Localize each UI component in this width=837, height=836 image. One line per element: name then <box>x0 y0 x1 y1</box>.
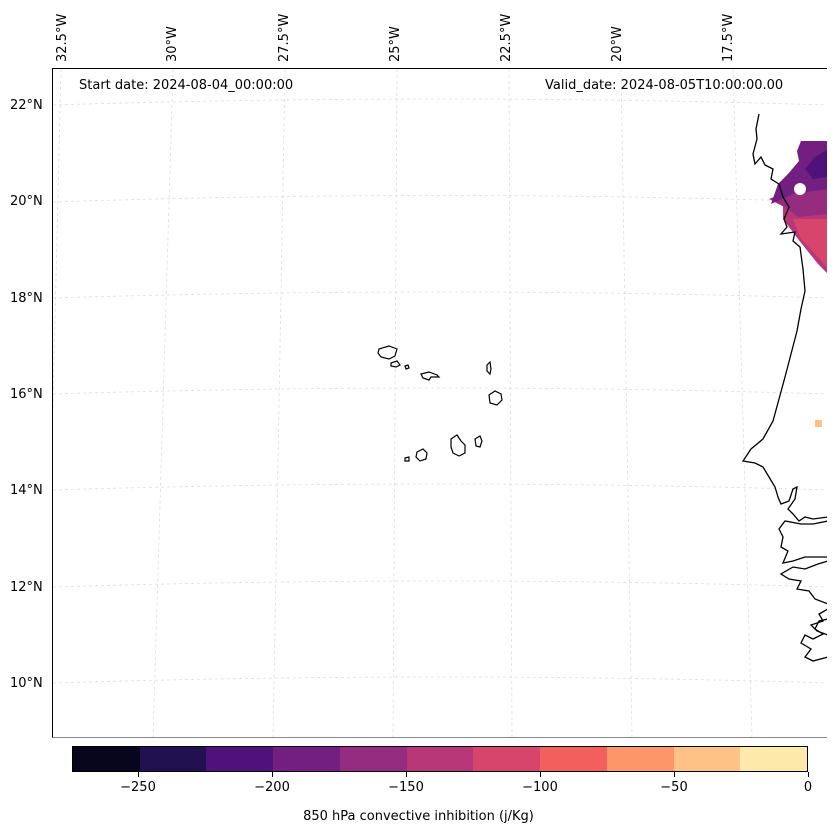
island-sao-nicolau <box>420 371 441 381</box>
colorbar-segment <box>339 747 407 771</box>
cin-patch <box>771 141 827 204</box>
colorbar-segment <box>606 747 674 771</box>
colorbar-segment <box>473 747 541 771</box>
lon-label-20w: 20°W <box>610 26 625 62</box>
lat-label-18n: 18°N <box>10 291 43 306</box>
colorbar-tick-label: −50 <box>660 780 688 795</box>
lat-gridline <box>53 387 827 395</box>
start-date-label: Start date: 2024-08-04_00:00:00 <box>79 78 294 93</box>
lat-label-10n: 10°N <box>10 676 43 691</box>
island-brava <box>404 456 410 462</box>
gridlines <box>53 69 827 737</box>
island-fogo <box>415 448 428 462</box>
colorbar-segment <box>206 747 274 771</box>
lon-gridline <box>508 69 513 737</box>
lat-gridline <box>53 98 827 106</box>
cin-patch <box>805 149 827 179</box>
lon-gridline <box>272 69 286 737</box>
lon-gridline <box>620 69 633 737</box>
colorbar-segment <box>673 747 741 771</box>
colorbar-segment <box>540 747 607 771</box>
colorbar-tick <box>808 772 809 777</box>
lon-label-30w: 30°W <box>165 26 180 62</box>
map-canvas <box>53 69 827 737</box>
colorbar-tick-label: −150 <box>388 780 424 795</box>
valid-date-label: Valid_date: 2024-08-05T10:00:00.00 <box>545 78 784 93</box>
colorbar-segment <box>273 747 340 771</box>
colorbar <box>72 746 808 772</box>
colorbar-segment <box>73 747 140 771</box>
colorbar-segment <box>740 747 808 771</box>
colorbar-segment <box>406 747 474 771</box>
lon-gridline <box>392 69 398 737</box>
lat-label-12n: 12°N <box>10 580 43 595</box>
cape-verde-islands <box>377 345 503 462</box>
island-boa-vista <box>488 390 503 406</box>
island-santiago <box>450 434 466 457</box>
africa-coastline <box>741 113 827 522</box>
africa-coastline <box>800 618 827 662</box>
africa-coastline <box>779 560 827 605</box>
cin-small-patch <box>815 420 822 427</box>
colorbar-tick <box>272 772 273 777</box>
cin-field <box>769 141 827 427</box>
colorbar-segment <box>139 747 207 771</box>
lat-label-20n: 20°N <box>10 194 43 209</box>
colorbar-tick <box>674 772 675 777</box>
colorbar-tick-label: −250 <box>120 780 156 795</box>
island-sal <box>486 360 492 376</box>
colorbar-tick-label: 0 <box>803 780 813 795</box>
map-panel <box>52 68 827 738</box>
lon-gridline <box>53 69 62 421</box>
lon-label-27-5w: 27.5°W <box>277 13 292 62</box>
lon-gridline <box>732 69 753 737</box>
colorbar-tick <box>406 772 407 777</box>
lat-gridline <box>53 291 827 299</box>
island-sao-vicente <box>390 360 401 368</box>
colorbar-tick-label: −200 <box>254 780 290 795</box>
lat-label-14n: 14°N <box>10 483 43 498</box>
colorbar-title: 850 hPa convective inhibition (j/Kg) <box>303 809 534 824</box>
island-maio <box>474 435 483 448</box>
island-santo-antao <box>377 345 398 360</box>
colorbar-tick <box>138 772 139 777</box>
cin-hole <box>794 183 806 195</box>
lon-label-25w: 25°W <box>388 26 403 62</box>
lon-label-32-5w: 32.5°W <box>55 13 70 62</box>
colorbar-tick-label: −100 <box>522 780 558 795</box>
island-santa-luzia <box>404 364 410 370</box>
lat-label-16n: 16°N <box>10 387 43 402</box>
lat-label-22n: 22°N <box>10 98 43 113</box>
lat-gridline <box>53 195 827 203</box>
lon-label-17-5w: 17.5°W <box>721 13 736 62</box>
lat-gridline <box>53 676 827 684</box>
colorbar-tick <box>540 772 541 777</box>
cin-patch <box>793 219 827 268</box>
lon-gridline <box>152 69 174 737</box>
africa-coastline <box>778 520 827 564</box>
lat-gridline <box>53 483 827 491</box>
lat-gridline <box>53 580 827 588</box>
lon-label-22-5w: 22.5°W <box>499 13 514 62</box>
